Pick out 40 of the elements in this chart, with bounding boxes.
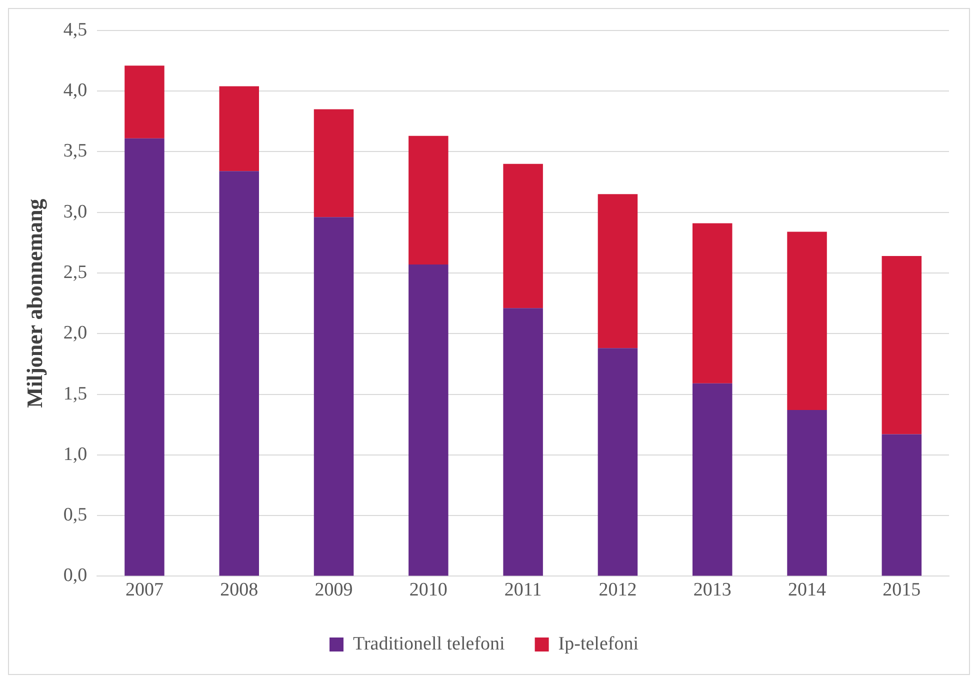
legend-label: Ip-telefoni <box>558 633 638 654</box>
x-tick-label: 2009 <box>314 580 353 601</box>
x-tick-label: 2013 <box>693 580 732 601</box>
bar <box>882 256 922 434</box>
bar <box>219 86 259 172</box>
bar <box>598 348 638 576</box>
y-tick-label: 0,5 <box>63 504 88 526</box>
y-tick-label: 2,5 <box>63 262 88 283</box>
y-axis-title: Miljoner abonnemang <box>22 198 47 408</box>
y-tick-label: 1,5 <box>63 383 88 404</box>
bar <box>882 434 922 576</box>
bar <box>219 171 259 576</box>
x-tick-label: 2012 <box>598 580 637 601</box>
bar <box>598 194 638 348</box>
bar <box>124 66 164 138</box>
bar <box>692 383 732 576</box>
y-tick-label: 2,0 <box>63 322 88 344</box>
x-tick-label: 2014 <box>788 580 827 601</box>
x-tick-label: 2015 <box>882 580 921 601</box>
bar <box>314 109 354 218</box>
x-tick-label: 2010 <box>409 580 448 601</box>
bar <box>408 264 448 576</box>
y-tick-label: 1,0 <box>63 444 88 465</box>
y-tick-label: 4,5 <box>63 19 88 40</box>
y-tick-label: 4,0 <box>63 80 88 102</box>
bar <box>314 217 354 576</box>
bar <box>124 138 164 576</box>
bar <box>787 232 827 410</box>
x-tick-label: 2008 <box>220 580 258 601</box>
legend-label: Traditionell telefoni <box>353 633 505 654</box>
x-tick-label: 2007 <box>125 580 164 601</box>
bar <box>503 308 543 576</box>
bar <box>408 136 448 264</box>
bar <box>503 164 543 308</box>
y-tick-label: 3,5 <box>63 140 88 162</box>
x-tick-label: 2011 <box>504 580 542 601</box>
bar <box>692 223 732 384</box>
y-tick-label: 3,0 <box>63 201 88 222</box>
bar <box>787 410 827 576</box>
y-tick-label: 0,0 <box>63 565 88 586</box>
